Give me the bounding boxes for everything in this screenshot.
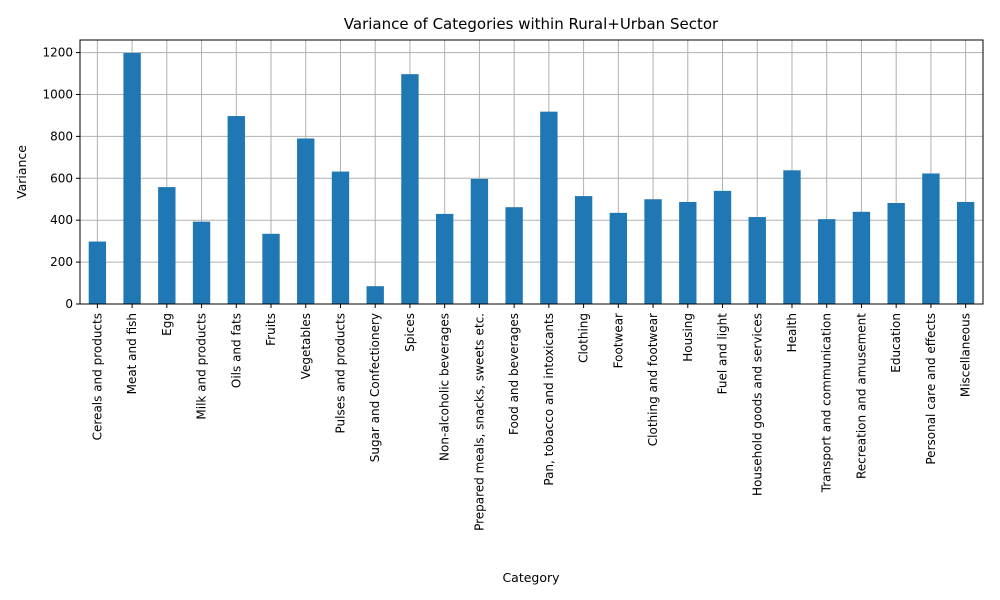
y-tick-label: 400 — [50, 213, 73, 227]
bar — [401, 74, 419, 305]
x-tick-label: Footwear — [611, 313, 625, 368]
x-tick-label: Egg — [160, 313, 174, 336]
grid-layer — [80, 40, 983, 305]
y-axis-label: Variance — [14, 145, 29, 199]
x-tick-label: Pan, tobacco and intoxicants — [542, 313, 556, 486]
x-tick-label: Sugar and Confectionery — [368, 313, 382, 462]
x-tick-label: Clothing and footwear — [646, 313, 660, 446]
bar — [713, 190, 732, 304]
bar — [123, 52, 141, 304]
y-tick-label: 0 — [65, 297, 73, 311]
bar — [574, 196, 593, 304]
plot-frame — [79, 39, 984, 305]
y-tick-label: 600 — [50, 171, 73, 185]
x-tick-label: Health — [785, 313, 799, 352]
bar — [609, 212, 628, 304]
bar — [818, 219, 836, 304]
x-tick-label: Miscellaneous — [959, 313, 973, 397]
x-tick-label: Cereals and products — [90, 313, 104, 440]
bar — [470, 178, 489, 304]
bar — [852, 211, 871, 304]
x-tick-label: Education — [889, 313, 903, 373]
bar — [366, 286, 384, 304]
y-tick-label: 800 — [50, 129, 73, 143]
x-tick-label: Prepared meals, snacks, sweets etc. — [472, 313, 486, 531]
x-tick-label: Housing — [681, 313, 695, 362]
y-tick-label: 200 — [50, 255, 73, 269]
x-tick-label: Spices — [403, 313, 417, 352]
x-tick-label: Transport and communication — [820, 313, 834, 493]
bar — [331, 171, 350, 304]
bar — [679, 201, 697, 304]
x-tick-label: Fruits — [264, 313, 278, 346]
bar — [192, 221, 211, 304]
bar — [262, 233, 280, 304]
x-axis-label: Category — [502, 570, 560, 585]
x-tick-label: Fuel and light — [716, 313, 730, 395]
bars-layer — [88, 52, 975, 305]
x-tick-label: Recreation and amusement — [854, 313, 868, 479]
bar — [505, 207, 523, 304]
x-tick-label: Milk and products — [195, 313, 209, 420]
axes-layer: 0 200 400 600 800 1000 1200 Cereals and product… — [42, 39, 984, 531]
x-tick-label: Meat and fish — [125, 313, 139, 394]
bar — [158, 187, 176, 304]
bar — [922, 173, 940, 304]
bar — [783, 170, 801, 304]
bar — [887, 203, 905, 304]
bar — [435, 213, 454, 304]
bar — [540, 111, 558, 305]
bar — [297, 138, 315, 304]
x-tick-label: Oils and fats — [229, 313, 243, 388]
x-tick-label: Pulses and products — [333, 313, 347, 433]
bar — [956, 201, 975, 304]
x-tick-label: Personal care and effects — [924, 313, 938, 465]
x-tick-label: Non-alcoholic beverages — [438, 313, 452, 461]
x-tick-label: Vegetables — [299, 313, 313, 379]
chart-title: Variance of Categories within Rural+Urba… — [344, 15, 719, 33]
bar — [227, 116, 245, 304]
bar — [748, 217, 766, 304]
y-tick-label: 1200 — [42, 46, 73, 60]
x-tick-label: Clothing — [577, 313, 591, 363]
x-tick-label: Household goods and services — [750, 313, 764, 496]
y-tick-label: 1000 — [42, 87, 73, 101]
x-tick-label: Food and beverages — [507, 313, 521, 435]
bar — [644, 199, 662, 304]
bar — [88, 241, 107, 304]
